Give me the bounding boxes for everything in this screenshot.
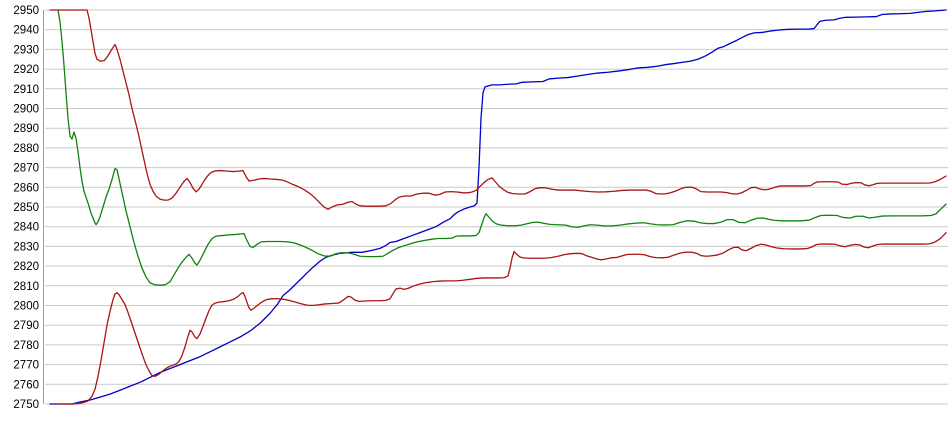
y-axis-label: 2930: [13, 44, 39, 56]
y-axis-label: 2820: [13, 261, 39, 273]
y-axis-label: 2860: [13, 182, 39, 194]
y-axis-label: 2770: [13, 360, 39, 372]
blue-line: [49, 9, 947, 405]
y-axis-label: 2850: [13, 202, 39, 214]
y-axis-label: 2880: [13, 143, 39, 155]
y-axis-label: 2900: [13, 104, 39, 116]
y-axis-label: 2750: [13, 399, 39, 411]
y-axis-label: 2780: [13, 340, 39, 352]
y-axis-label: 2840: [13, 222, 39, 234]
y-axis-label: 2890: [13, 123, 39, 135]
y-axis-label: 2940: [13, 25, 39, 37]
red-upper-line: [49, 9, 947, 211]
y-axis-label: 2810: [13, 281, 39, 293]
y-axis-label: 2760: [13, 379, 39, 391]
y-axis-label: 2790: [13, 320, 39, 332]
y-axis-label: 2920: [13, 64, 39, 76]
green-line: [57, 9, 947, 286]
y-axis-label: 2910: [13, 84, 39, 96]
red-lower-line: [56, 231, 947, 405]
y-axis-label: 2800: [13, 301, 39, 313]
y-axis-label: 2950: [13, 5, 39, 17]
y-axis-label: 2870: [13, 163, 39, 175]
y-axis-label: 2830: [13, 241, 39, 253]
